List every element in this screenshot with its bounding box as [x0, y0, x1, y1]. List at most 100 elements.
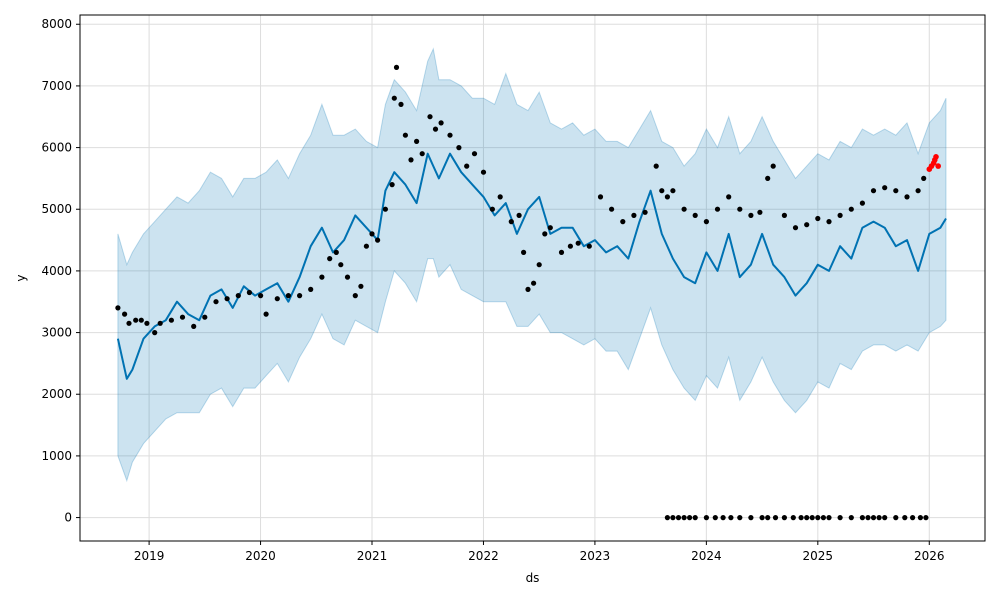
observed-point [456, 145, 462, 151]
recent-point [933, 154, 939, 160]
observed-point [471, 151, 478, 157]
observed-point [859, 515, 866, 521]
observed-point [726, 194, 732, 200]
observed-point [191, 323, 197, 329]
observed-point [692, 212, 698, 218]
observed-point [393, 64, 400, 70]
observed-point [770, 163, 776, 169]
recent-points-layer [926, 154, 941, 172]
y-tick-label: 6000 [41, 141, 72, 155]
observed-point [122, 311, 128, 317]
observed-point [427, 114, 433, 120]
observed-point [826, 219, 832, 225]
observed-point [115, 305, 121, 311]
observed-point [870, 515, 877, 521]
observed-point [664, 194, 671, 200]
observed-point [737, 515, 743, 521]
observed-point [567, 243, 574, 249]
observed-point [848, 515, 854, 521]
observed-point [826, 515, 832, 521]
observed-point [547, 225, 553, 231]
observed-point [464, 163, 470, 169]
observed-point [597, 194, 604, 200]
observed-point [893, 188, 899, 194]
observed-point [202, 314, 208, 320]
observed-point [168, 317, 174, 323]
observed-point [804, 515, 810, 521]
observed-point [402, 132, 408, 138]
uncertainty-band-layer [117, 47, 947, 483]
observed-point [497, 194, 503, 200]
x-tick-label: 2020 [245, 549, 276, 563]
forecast-line [116, 152, 947, 380]
observed-point [558, 249, 565, 255]
observed-point [876, 515, 882, 521]
observed-point [837, 515, 843, 521]
observed-point [398, 101, 404, 107]
x-tick-label: 2024 [691, 549, 722, 563]
observed-point [809, 515, 815, 521]
observed-point [659, 188, 665, 194]
observed-point [133, 317, 139, 323]
observed-point [536, 262, 542, 268]
observed-point [438, 120, 444, 126]
observed-point [670, 188, 676, 194]
observed-point [781, 212, 788, 218]
x-gridlines [148, 15, 930, 541]
observed-point [703, 515, 710, 521]
observed-point [781, 515, 788, 521]
observed-point [542, 231, 548, 237]
observed-point [333, 249, 339, 255]
x-tick-label: 2019 [134, 549, 165, 563]
observed-point [804, 222, 810, 228]
observed-point [681, 515, 687, 521]
x-axis-label: ds [526, 571, 540, 585]
observed-point [521, 249, 527, 255]
observed-point [586, 243, 592, 249]
y-axis-label: y [14, 274, 28, 281]
observed-points-layer [115, 64, 929, 521]
observed-point [508, 219, 514, 225]
observed-point [917, 515, 924, 521]
observed-point [720, 515, 726, 521]
observed-point [792, 225, 799, 231]
observed-point [419, 151, 425, 157]
y-gridlines [80, 23, 985, 519]
observed-point [525, 286, 531, 292]
x-tick-label: 2021 [357, 549, 388, 563]
recent-point [935, 163, 941, 169]
observed-point [138, 317, 144, 323]
observed-point [432, 126, 439, 132]
observed-point [653, 163, 659, 169]
observed-point [246, 289, 252, 296]
observed-point [757, 209, 763, 215]
observed-point [152, 330, 158, 336]
observed-point [389, 182, 395, 188]
observed-point [815, 515, 821, 521]
y-tick-label: 4000 [41, 264, 72, 278]
observed-point [274, 296, 280, 302]
observed-point [414, 138, 420, 144]
observed-point [859, 200, 866, 206]
x-axis-ticks: 2019 2020 2021 2022 2023 2024 2025 2026 [134, 541, 945, 563]
y-tick-label: 8000 [41, 17, 72, 31]
observed-point [631, 212, 637, 218]
observed-point [575, 240, 581, 246]
observed-point [609, 206, 615, 212]
observed-point [179, 314, 186, 320]
observed-point [489, 206, 495, 212]
observed-point [748, 515, 754, 521]
uncertainty-band [117, 47, 947, 483]
observed-point [902, 515, 908, 521]
observed-point [235, 293, 241, 299]
observed-point [921, 175, 927, 181]
observed-point [815, 215, 821, 222]
observed-point [675, 515, 682, 521]
observed-point [681, 206, 687, 212]
observed-point [352, 293, 358, 299]
x-tick-label: 2022 [468, 549, 499, 563]
observed-point [765, 515, 771, 521]
y-tick-label: 7000 [41, 79, 72, 93]
observed-point [285, 293, 291, 299]
